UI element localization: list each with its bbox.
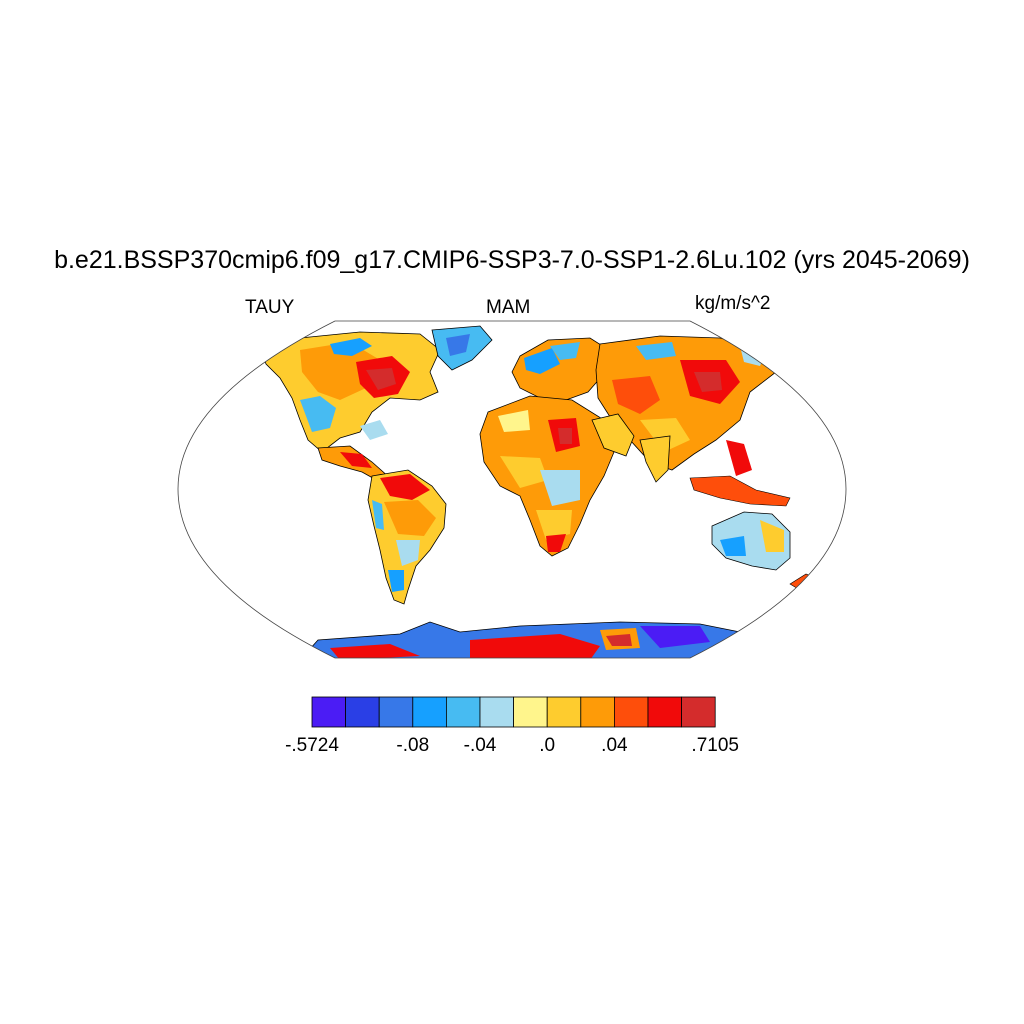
colorbar-swatch: [681, 696, 716, 728]
colorbar-tick-label: .0: [539, 735, 556, 756]
colorbar-swatch: [614, 696, 649, 728]
colorbar-swatch: [445, 696, 481, 728]
colorbar-swatch: [647, 696, 682, 728]
season-label: MAM: [486, 297, 531, 318]
colorbar-swatch: [546, 696, 582, 728]
india: [639, 435, 671, 483]
variable-label: TAUY: [245, 297, 295, 318]
colorbar-tick-label: -.04: [463, 735, 497, 756]
colorbar-tick-label: -.08: [396, 735, 430, 756]
colorbar: [311, 696, 716, 728]
colorbar-swatch: [580, 696, 615, 728]
units-label: kg/m/s^2: [695, 293, 771, 314]
colorbar-swatch: [479, 696, 514, 728]
colorbar-tick-label: .7105: [691, 735, 739, 756]
plot-title: b.e21.BSSP370cmip6.f09_g17.CMIP6-SSP3-7.…: [54, 246, 970, 274]
maritime-se-asia: [689, 475, 791, 507]
colorbar-tick-label: -.5724: [285, 735, 339, 756]
arabia: [591, 413, 635, 457]
colorbar-tick-label: .04: [601, 735, 628, 756]
colorbar-swatch: [345, 696, 380, 728]
colorbar-swatch: [412, 696, 447, 728]
map-boundary: [177, 320, 847, 659]
colorbar-swatch: [513, 696, 548, 728]
land-fields: [261, 325, 817, 658]
colorbar-swatch: [311, 696, 346, 728]
colorbar-swatch: [378, 696, 414, 728]
